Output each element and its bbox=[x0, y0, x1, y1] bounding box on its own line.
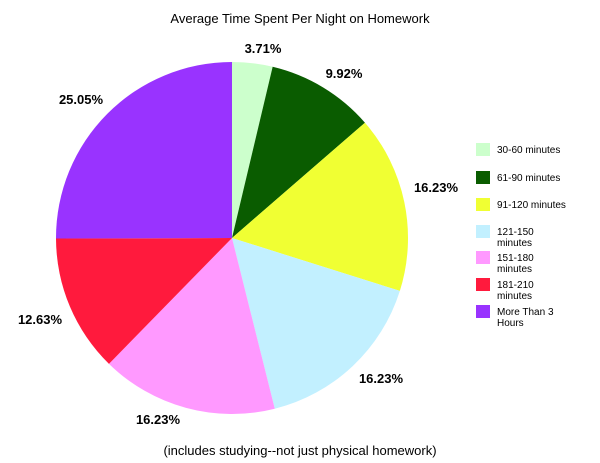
legend-label: 181-210 minutes bbox=[497, 280, 534, 302]
legend-label: 30-60 minutes bbox=[497, 145, 560, 156]
slice-value-label: 16.23% bbox=[414, 180, 459, 195]
value-labels: 3.71% 9.92% 16.23% 16.23% 16.23% 12.63% 25.05% bbox=[18, 41, 459, 427]
pie-slice-4 bbox=[232, 238, 400, 409]
pie-slice-2 bbox=[232, 66, 365, 238]
legend-swatch bbox=[476, 278, 490, 291]
pie-slice-5 bbox=[108, 238, 275, 415]
slice-value-label: 16.23% bbox=[136, 412, 181, 427]
legend-label: 151-180 minutes bbox=[497, 253, 534, 275]
legend-swatch bbox=[476, 143, 490, 156]
pie-slice-7 bbox=[55, 62, 233, 239]
pie-slice-1 bbox=[232, 62, 273, 238]
legend-swatch bbox=[476, 305, 490, 318]
slice-value-label: 12.63% bbox=[18, 312, 63, 327]
legend: 30-60 minutes 61-90 minutes 91-120 minutes… bbox=[476, 143, 566, 329]
pie-slices bbox=[55, 62, 409, 415]
legend-label: More Than 3 Hours bbox=[497, 307, 554, 329]
legend-label: 61-90 minutes bbox=[497, 173, 560, 184]
chart-title: Average Time Spent Per Night on Homework bbox=[170, 11, 430, 26]
legend-swatch bbox=[476, 198, 490, 211]
slice-value-label: 9.92% bbox=[326, 66, 363, 81]
legend-swatch bbox=[476, 171, 490, 184]
pie-slice-3 bbox=[232, 122, 409, 291]
slice-value-label: 25.05% bbox=[59, 92, 104, 107]
slice-value-label: 16.23% bbox=[359, 371, 404, 386]
chart-footnote: (includes studying--not just physical ho… bbox=[163, 443, 436, 458]
legend-label: 91-120 minutes bbox=[497, 200, 566, 211]
legend-label: 121-150 minutes bbox=[497, 227, 534, 249]
pie-slice-6 bbox=[56, 238, 232, 364]
legend-swatch bbox=[476, 251, 490, 264]
slice-value-label: 3.71% bbox=[245, 41, 282, 56]
legend-swatch bbox=[476, 225, 490, 238]
